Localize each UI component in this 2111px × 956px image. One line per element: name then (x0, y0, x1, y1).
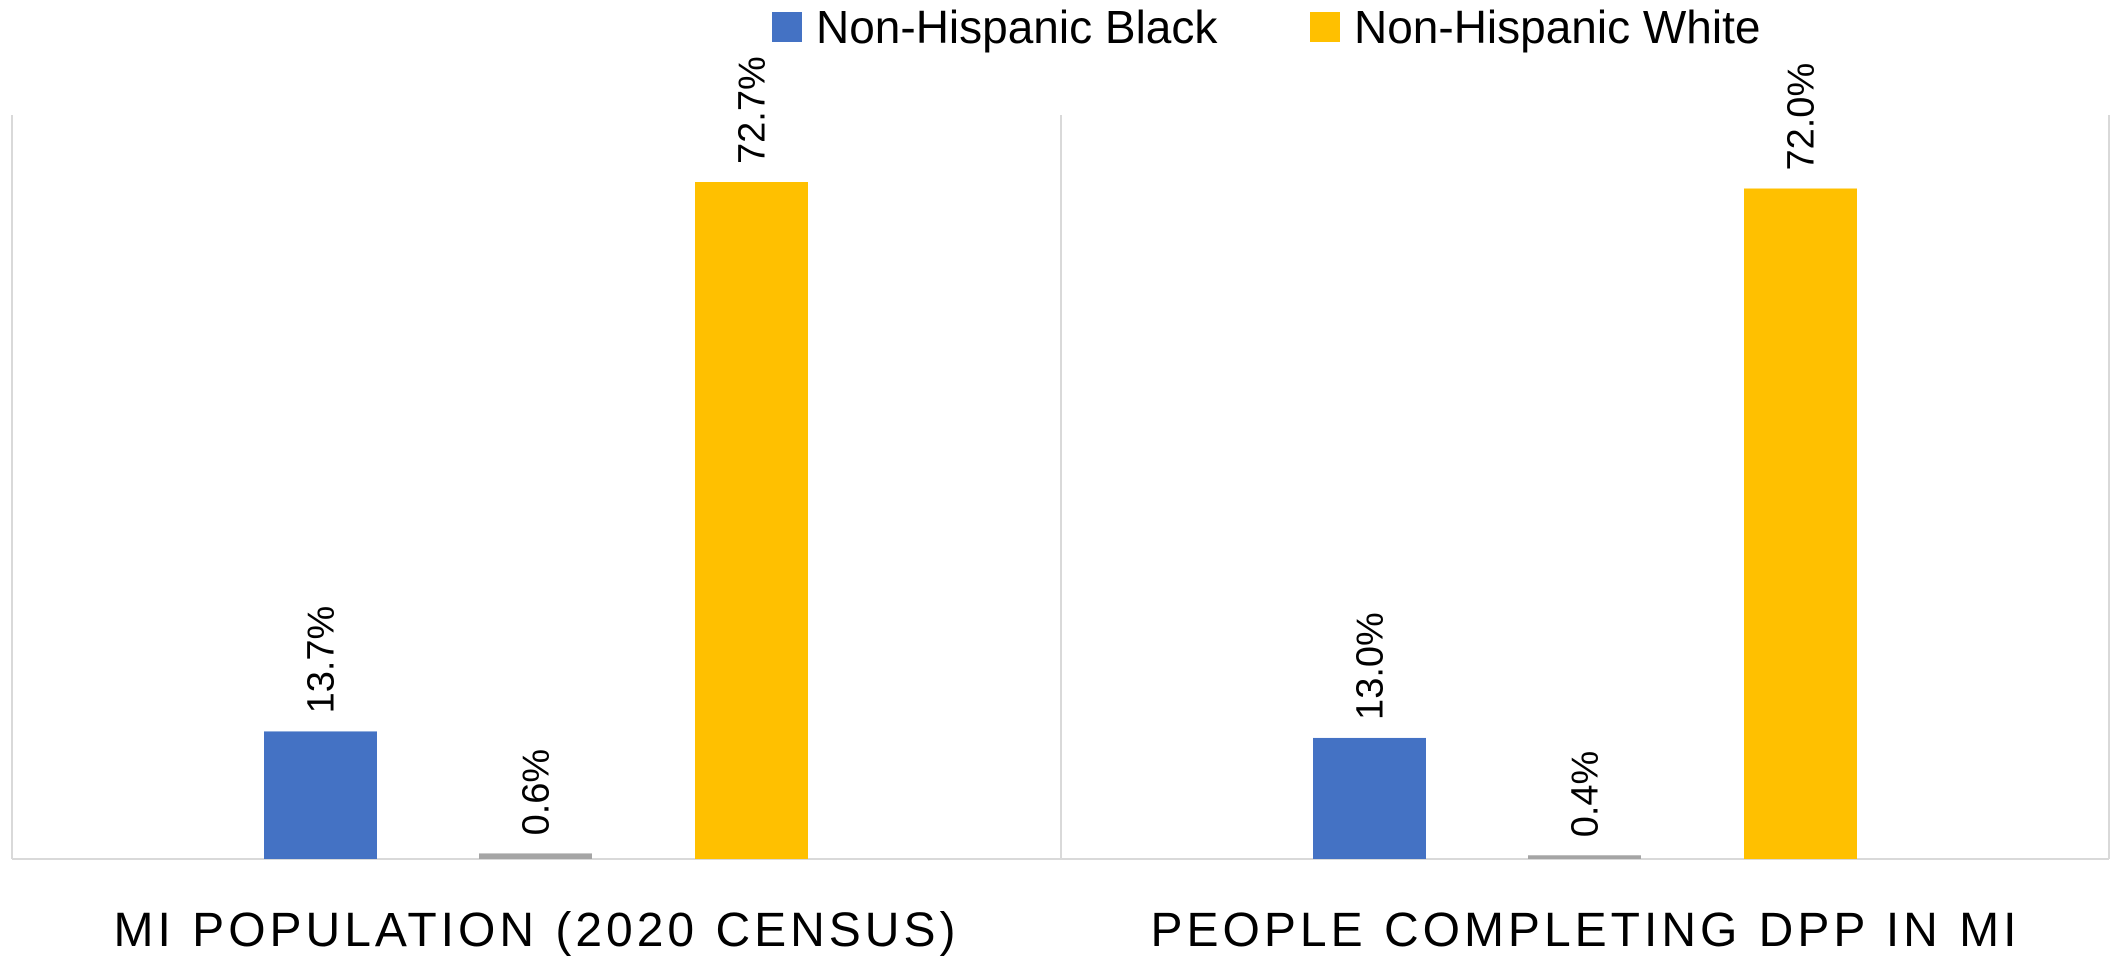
bar-mi-population-series-1 (479, 853, 592, 859)
category-label-1: PEOPLE COMPLETING DPP IN MI (1151, 904, 2021, 956)
bar-dpp-completers-series-1 (1528, 855, 1641, 859)
legend-swatch-non-hispanic-white (1310, 12, 1340, 42)
value-labels-group: 13.7% 0.6% 72.7% 13.0% 0.4% 72.0% (301, 56, 1823, 837)
legend-swatch-non-hispanic-black (772, 12, 802, 42)
value-label-mi-population-series-2: 72.7% (732, 56, 774, 164)
bars-group (264, 182, 1857, 860)
value-label-dpp-completers-series-1: 0.4% (1565, 751, 1607, 838)
legend-label-non-hispanic-white: Non-Hispanic White (1354, 1, 1760, 53)
bar-mi-population-series-0 (264, 731, 377, 859)
value-label-dpp-completers-series-0: 13.0% (1350, 612, 1392, 720)
bar-dpp-completers-series-2 (1744, 188, 1857, 860)
legend: Non-Hispanic Black Non-Hispanic White (772, 1, 1760, 53)
legend-label-non-hispanic-black: Non-Hispanic Black (816, 1, 1218, 53)
value-label-mi-population-series-1: 0.6% (516, 749, 558, 836)
value-label-mi-population-series-0: 13.7% (301, 606, 343, 714)
bar-dpp-completers-series-0 (1313, 737, 1426, 859)
bar-mi-population-series-2 (695, 182, 808, 859)
category-label-0: MI POPULATION (2020 CENSUS) (114, 904, 960, 956)
category-labels-group: MI POPULATION (2020 CENSUS) PEOPLE COMPLE… (114, 904, 2021, 956)
value-label-dpp-completers-series-2: 72.0% (1781, 63, 1823, 171)
